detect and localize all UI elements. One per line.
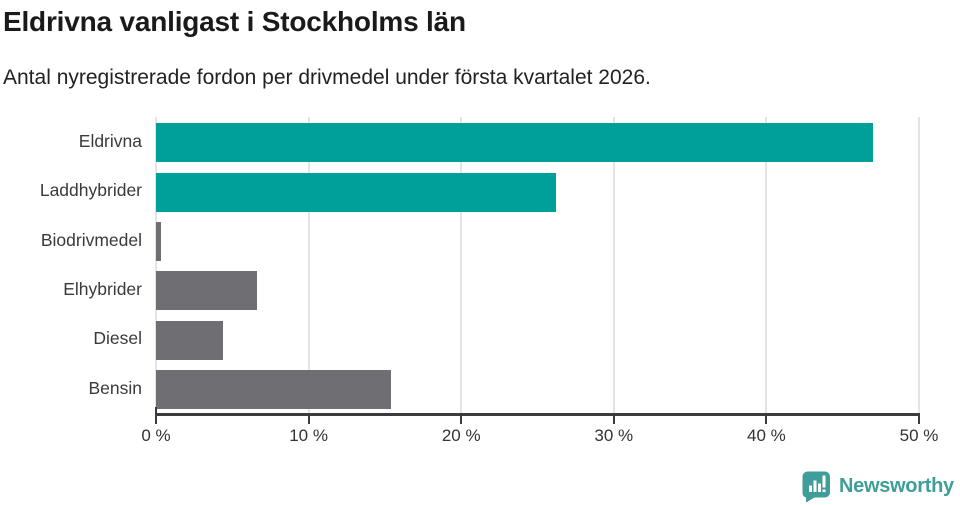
bar-bensin: [156, 369, 391, 409]
y-axis-labels: Eldrivna Laddhybrider Biodrivmedel Elhybrid…: [0, 117, 142, 413]
x-tick-label-30: 30 %: [594, 426, 634, 445]
x-tick-label-0: 0 %: [141, 426, 171, 445]
x-axis: 0 % 10 % 20 % 30 % 40 % 50 %: [141, 407, 938, 453]
chart-subtitle: Antal nyregistrerade fordon per drivmede…: [3, 66, 651, 89]
x-tick-30: [612, 416, 615, 424]
exclamation-dot: [822, 489, 826, 492]
newsworthy-logo: Newsworthy: [802, 471, 954, 503]
chart-title: Eldrivna vanligast i Stockholms län: [3, 6, 466, 37]
x-axis-line: [155, 413, 920, 416]
category-label-elhybrider: Elhybrider: [63, 279, 142, 299]
newsworthy-wordmark: Newsworthy: [839, 475, 954, 497]
plot-area: [155, 117, 920, 413]
bar-diesel: [156, 320, 224, 360]
newsworthy-icon: [802, 471, 830, 503]
bar-laddhybrider: [156, 172, 556, 212]
x-tick-label-10: 10 %: [289, 426, 328, 445]
bar-eldrivna: [156, 123, 874, 163]
category-label-diesel: Diesel: [93, 328, 142, 349]
grid-line-30: [612, 117, 615, 413]
mini-bar-2: [813, 480, 817, 492]
category-label-biodrivmedel: Biodrivmedel: [40, 229, 142, 250]
grid-line-0: [155, 117, 157, 413]
category-label-bensin: Bensin: [88, 377, 142, 398]
mini-bar-3: [818, 483, 821, 492]
grid-line-20: [460, 117, 463, 413]
x-tick-label-50: 50 %: [899, 426, 939, 445]
x-tick-label-40: 40 %: [747, 426, 786, 445]
bar-biodrivmedel: [156, 221, 161, 261]
x-tick-0: [155, 407, 157, 424]
grid-line-50: [918, 117, 920, 413]
category-label-laddhybrider: Laddhybrider: [39, 180, 142, 201]
exclamation-bar: [822, 475, 826, 488]
category-label-eldrivna: Eldrivna: [78, 131, 142, 151]
bar-elhybrider: [156, 271, 257, 311]
x-tick-40: [765, 416, 768, 424]
grid-line-40: [765, 117, 768, 413]
grid-line-10: [307, 117, 310, 413]
x-tick-label-20: 20 %: [441, 426, 481, 445]
x-tick-20: [460, 416, 463, 424]
x-tick-50: [918, 416, 920, 424]
mini-bar-1: [809, 485, 812, 492]
x-tick-10: [307, 416, 310, 424]
